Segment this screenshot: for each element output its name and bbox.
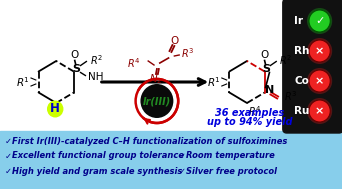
Text: Excellent functional group tolerance: Excellent functional group tolerance: [12, 152, 184, 160]
Circle shape: [47, 101, 64, 118]
Text: ✓: ✓: [179, 167, 186, 176]
Text: $\mathit{R}^3$: $\mathit{R}^3$: [284, 90, 297, 103]
Text: ×: ×: [315, 106, 324, 116]
Text: $\mathit{R}^1$: $\mathit{R}^1$: [16, 75, 30, 89]
Text: Ir(III): Ir(III): [143, 96, 171, 106]
FancyBboxPatch shape: [283, 0, 343, 133]
Circle shape: [309, 70, 330, 92]
Circle shape: [307, 38, 332, 64]
Text: Silver free protocol: Silver free protocol: [186, 167, 277, 176]
Text: $\mathit{R}^4$: $\mathit{R}^4$: [248, 104, 262, 118]
FancyBboxPatch shape: [0, 132, 342, 189]
Text: N: N: [265, 84, 274, 94]
Text: ✓: ✓: [5, 152, 12, 160]
Text: ✓: ✓: [179, 152, 186, 160]
Text: $\mathit{R}^2$: $\mathit{R}^2$: [279, 54, 292, 67]
Text: ✓: ✓: [315, 16, 324, 26]
Circle shape: [309, 10, 330, 32]
Text: O: O: [170, 36, 179, 46]
Text: S: S: [73, 64, 81, 74]
Text: $N_2$: $N_2$: [149, 72, 163, 86]
Text: Co: Co: [294, 76, 309, 86]
Text: Room temperature: Room temperature: [186, 152, 275, 160]
Circle shape: [309, 100, 330, 122]
Text: $\mathit{R}^2$: $\mathit{R}^2$: [90, 54, 103, 67]
Text: O: O: [261, 50, 269, 60]
Text: Ir: Ir: [294, 16, 304, 26]
Text: Rh: Rh: [294, 46, 310, 56]
Circle shape: [307, 8, 332, 34]
Text: High yield and gram scale synthesis: High yield and gram scale synthesis: [12, 167, 182, 176]
Text: up to 94% yield: up to 94% yield: [207, 117, 293, 127]
Circle shape: [307, 68, 332, 94]
Text: $\mathit{R}^4$: $\mathit{R}^4$: [127, 56, 140, 70]
Text: ✓: ✓: [5, 167, 12, 176]
Text: ×: ×: [315, 46, 324, 56]
Circle shape: [309, 40, 330, 62]
Text: O: O: [71, 50, 79, 60]
Text: ×: ×: [315, 76, 324, 86]
Text: S: S: [263, 64, 270, 74]
Text: 36 examples: 36 examples: [215, 108, 285, 118]
Text: $\mathit{R}^3$: $\mathit{R}^3$: [181, 46, 195, 60]
Text: NH: NH: [88, 73, 104, 83]
Text: $\mathit{R}^1$: $\mathit{R}^1$: [207, 75, 221, 89]
Text: ✓: ✓: [5, 136, 12, 146]
Text: H: H: [50, 102, 60, 115]
Circle shape: [140, 84, 173, 118]
Text: Ru: Ru: [294, 106, 310, 116]
Circle shape: [307, 98, 332, 124]
Text: First Ir(III)-catalyzed C–H functionalization of sulfoximines: First Ir(III)-catalyzed C–H functionaliz…: [12, 136, 287, 146]
